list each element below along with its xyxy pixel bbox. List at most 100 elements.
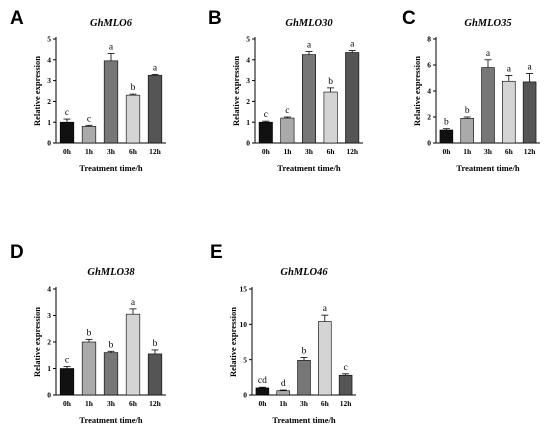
significance-label: b [328,77,333,87]
y-tick-label: 0 [243,391,247,400]
significance-label: a [486,49,491,59]
y-axis-title: Relative expression [231,56,241,126]
x-axis-title: Treatment time/h [79,415,142,425]
bar [460,118,474,144]
significance-label: c [285,106,289,116]
y-tick-label: 0 [246,139,250,148]
y-tick-label: 3 [246,76,250,85]
x-tick-label: 3h [107,147,116,156]
x-tick-label: 12h [346,147,359,156]
chart-title: GhMLO46 [280,267,328,278]
chart-panel-b: B GhMLO30 0 1 2 3 4 5 Relative expression c 0h c 1h a… [208,8,363,173]
bar [255,387,270,396]
chart-panel-c: C GhMLO35 0 2 4 6 8 Relative expression b 0h b 1h a 3… [402,8,540,173]
x-tick-label: 1h [279,399,288,408]
y-tick-label: 4 [47,55,51,64]
panel-letter: B [208,8,222,29]
y-tick-label: 5 [243,355,247,364]
chart-title: GhMLO6 [90,18,133,29]
significance-label: c [87,114,91,124]
significance-label: c [65,356,69,366]
significance-label: a [527,62,532,72]
x-tick-label: 0h [262,147,271,156]
bar [125,94,141,144]
y-tick-label: 1 [47,364,51,373]
x-tick-label: 0h [63,147,72,156]
y-axis-title: Relative expression [412,56,422,126]
x-tick-label: 12h [340,399,353,408]
x-tick-label: 12h [149,147,162,156]
significance-label: a [507,64,512,74]
bar [439,129,454,144]
y-tick-label: 2 [47,338,51,347]
x-tick-label: 1h [85,147,94,156]
panel-letter: D [10,242,24,263]
x-tick-label: 6h [129,147,138,156]
y-tick-label: 2 [47,97,51,106]
y-tick-label: 1 [47,118,51,127]
significance-label: a [350,39,355,49]
bar [502,80,516,144]
bar [59,121,75,144]
significance-label: b [302,347,307,357]
significance-label: a [323,304,328,314]
y-axis-title: Relative expression [32,56,42,126]
x-tick-label: 3h [107,399,116,408]
bar [125,313,141,396]
y-tick-label: 3 [47,311,51,320]
x-tick-label: 0h [63,399,72,408]
y-tick-label: 4 [246,55,250,64]
bar [297,360,311,396]
bar [280,117,295,144]
significance-label: d [281,379,286,389]
chart-title: GhMLO35 [464,18,511,29]
bar [147,75,163,144]
y-tick-label: 2 [246,97,250,106]
significance-label: a [153,63,158,73]
y-tick-label: 3 [47,76,51,85]
y-tick-label: 5 [47,35,51,44]
y-tick-label: 0 [427,139,431,148]
bar [103,60,119,144]
bar [81,341,97,396]
x-tick-label: 6h [505,147,514,156]
chart-panel-d: D GhMLO38 0 1 2 3 4 Relative expression c 0h b 1h b 3… [10,242,166,425]
chart-panel-e: E GhMLO46 0 5 10 15 Relative expression cd 0h d 1h… [210,242,356,425]
y-tick-label: 4 [47,285,51,294]
chart-title: GhMLO30 [285,18,333,29]
panel-letter: A [10,8,24,29]
x-tick-label: 0h [258,399,267,408]
chart-panel-a: A GhMLO6 0 1 2 3 4 5 Relative expression c 0h c 1h a 3… [10,8,166,173]
x-tick-label: 1h [463,147,472,156]
y-tick-label: 0 [47,139,51,148]
bar [345,52,360,144]
significance-label: b [153,339,158,349]
x-tick-label: 3h [300,399,309,408]
x-tick-label: 6h [129,399,138,408]
x-tick-label: 3h [305,147,314,156]
x-tick-label: 12h [149,399,162,408]
x-axis-title: Treatment time/h [272,415,335,425]
x-axis-title: Treatment time/h [277,163,340,173]
y-tick-label: 1 [246,118,250,127]
significance-label: c [65,108,69,118]
bar [323,91,338,144]
x-tick-label: 6h [321,399,330,408]
y-tick-label: 4 [427,87,431,96]
chart-title: GhMLO38 [87,267,135,278]
x-tick-label: 1h [283,147,292,156]
panel-letter: C [402,8,416,29]
significance-label: cd [258,376,267,386]
significance-label: a [131,298,136,308]
bar [103,352,119,396]
bar [338,374,353,396]
y-tick-label: 10 [240,320,248,329]
y-tick-label: 5 [246,35,250,44]
bar [302,54,316,144]
significance-label: b [465,106,470,116]
bar [81,126,97,144]
y-tick-label: 2 [427,113,431,122]
bar [318,321,332,396]
x-tick-label: 1h [85,399,94,408]
